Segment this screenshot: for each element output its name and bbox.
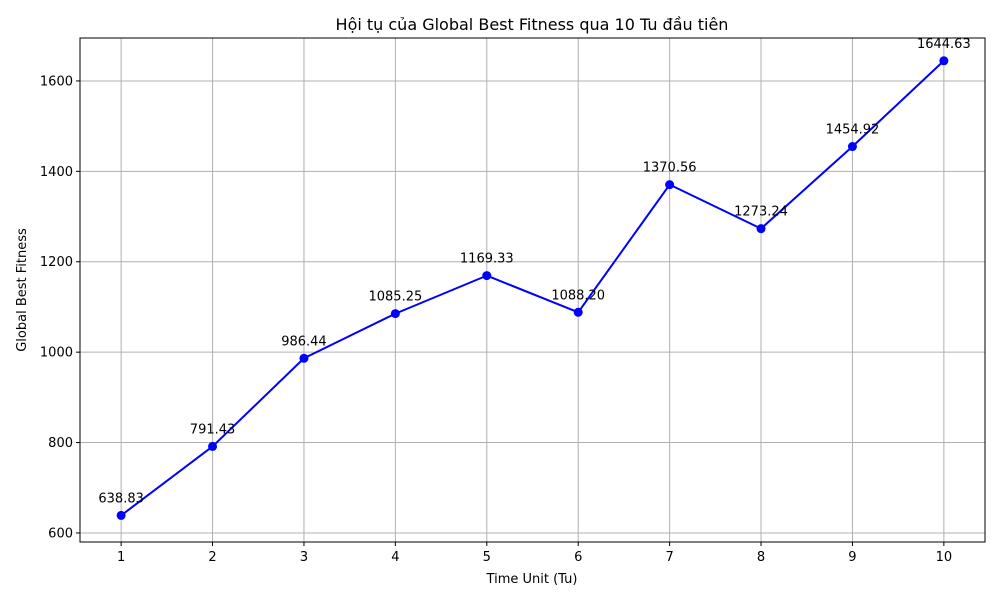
x-tick-label: 7 [665, 550, 673, 565]
data-labels: 638.83 791.43 986.44 1085.25 1169.33 1088.20 1… [98, 37, 970, 507]
data-series [116, 56, 949, 520]
chart-title: Hội tụ của Global Best Fitness qua 10 Tu… [336, 15, 729, 34]
x-tick-label: 1 [117, 550, 125, 565]
data-point [208, 441, 218, 451]
data-label: 1273.24 [734, 205, 788, 220]
data-point [116, 510, 126, 520]
x-tick-label: 6 [574, 550, 582, 565]
data-label: 1370.56 [643, 161, 697, 176]
data-point [665, 180, 675, 190]
data-point [299, 353, 309, 363]
x-axis-label: Time Unit (Tu) [486, 572, 578, 587]
x-tick-label: 5 [483, 550, 491, 565]
data-label: 1088.20 [551, 288, 605, 303]
grid-lines [80, 38, 985, 542]
data-label: 1454.92 [826, 123, 880, 138]
data-point [573, 307, 583, 317]
y-axis-label: Global Best Fitness [15, 228, 30, 352]
data-label: 1085.25 [368, 290, 422, 305]
y-tick-label: 600 [48, 526, 73, 541]
y-tick-label: 1400 [40, 165, 73, 180]
x-tick-label: 8 [757, 550, 765, 565]
data-label: 791.43 [190, 422, 236, 437]
x-tick-label: 9 [848, 550, 856, 565]
data-label: 1644.63 [917, 37, 971, 52]
x-tick-label: 10 [936, 550, 953, 565]
data-point [390, 309, 400, 319]
series-line [120, 60, 945, 517]
data-point [939, 56, 949, 66]
x-tick-label: 3 [300, 550, 308, 565]
data-label: 1169.33 [460, 252, 514, 267]
y-tick-label: 1200 [40, 255, 73, 270]
x-tick-label: 4 [391, 550, 399, 565]
data-point [482, 271, 492, 281]
axes: 1 2 3 4 5 6 7 8 9 10 600 800 1000 1200 1400 1600 [40, 37, 986, 565]
x-tick-label: 2 [208, 550, 216, 565]
data-point [756, 224, 766, 234]
y-tick-label: 1000 [40, 346, 73, 361]
y-tick-label: 1600 [40, 74, 73, 89]
data-label: 638.83 [98, 491, 144, 506]
y-tick-label: 800 [48, 436, 73, 451]
plot-frame [79, 37, 986, 543]
data-label: 986.44 [281, 334, 327, 349]
data-point [847, 142, 857, 152]
